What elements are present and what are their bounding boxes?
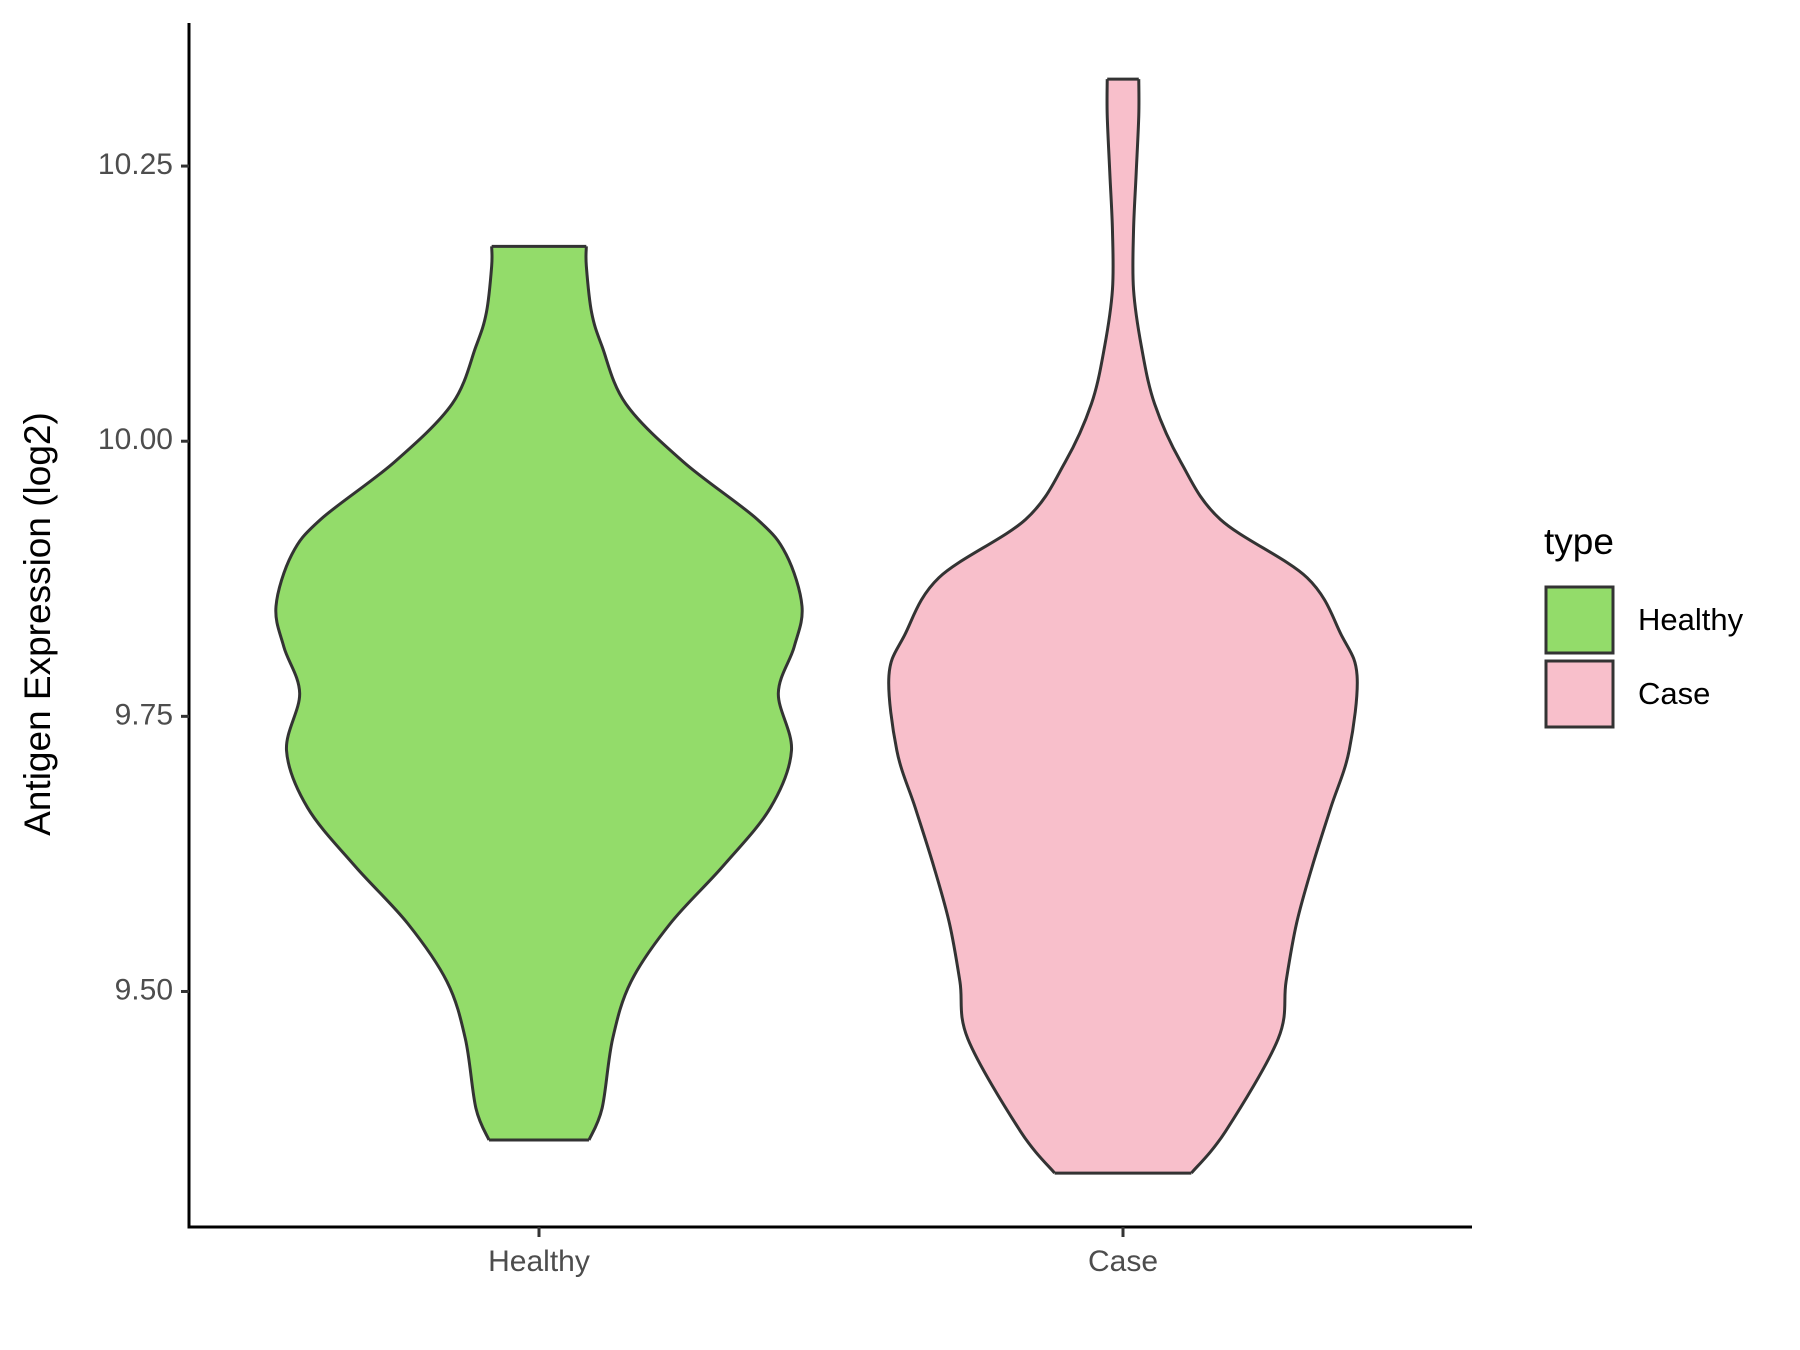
legend-key <box>1544 659 1615 729</box>
y-tick-label: 10.25 <box>98 148 173 181</box>
y-tick-label: 9.75 <box>115 698 173 731</box>
legend-label: Healthy <box>1638 602 1744 637</box>
x-tick-label: Case <box>1088 1245 1158 1278</box>
violin <box>274 244 804 1142</box>
y-tick-label: 10.00 <box>98 423 173 456</box>
violin-outline <box>887 79 1115 1175</box>
violin-outline <box>584 246 804 1141</box>
legend-key <box>1544 585 1615 655</box>
violin <box>887 77 1359 1175</box>
y-tick-label: 9.50 <box>115 973 173 1006</box>
legend-label: Case <box>1638 676 1710 711</box>
legend-title: type <box>1544 521 1614 562</box>
y-axis-label: Antigen Expression (log2) <box>17 412 58 836</box>
violin-body <box>888 79 1358 1174</box>
violin-body <box>275 246 803 1141</box>
x-tick-label: Healthy <box>488 1245 590 1278</box>
violin-outline <box>274 246 494 1141</box>
violin-outline <box>1131 79 1359 1175</box>
